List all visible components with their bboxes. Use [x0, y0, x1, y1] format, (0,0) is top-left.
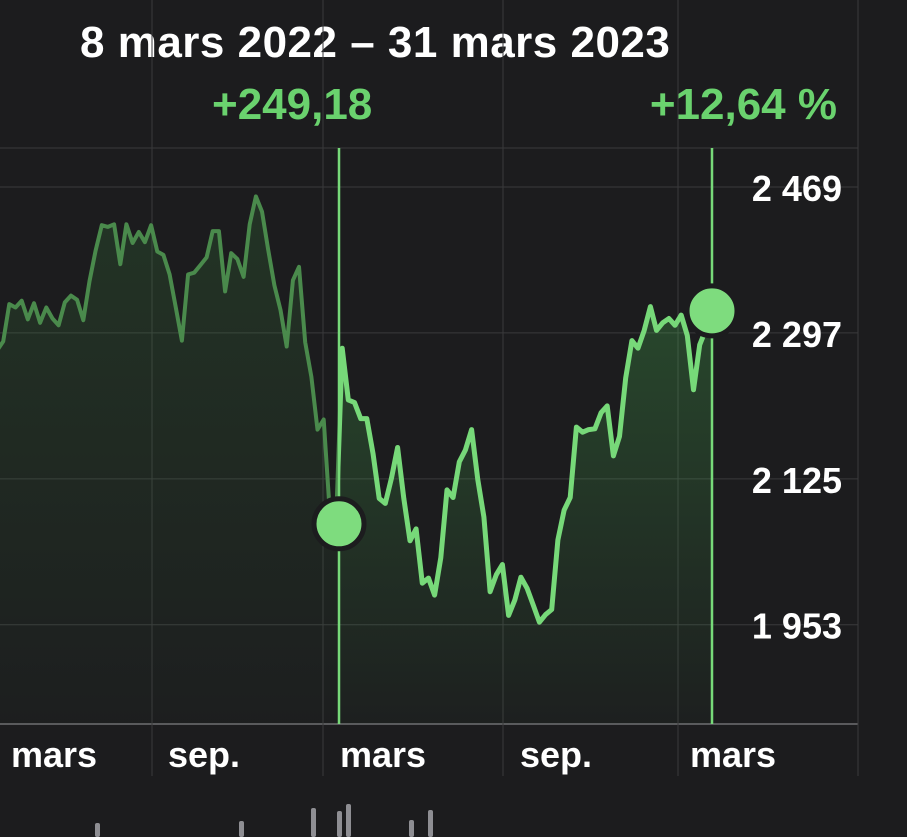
y-tick-label: 2 125	[752, 460, 842, 501]
series-line-before	[0, 194, 339, 526]
x-tick-label: sep.	[520, 734, 592, 775]
volume-bar	[346, 804, 351, 837]
percent-change: +12,64 %	[649, 80, 837, 129]
date-range-title: 8 mars 2022 – 31 mars 2023	[80, 18, 671, 67]
absolute-change: +249,18	[212, 80, 373, 129]
x-tick-label: mars	[690, 734, 776, 775]
y-tick-label: 2 297	[752, 314, 842, 355]
volume-bar	[409, 820, 414, 837]
volume-bar	[311, 808, 316, 837]
x-tick-label: mars	[11, 734, 97, 775]
volume-bar	[337, 811, 342, 837]
volume-bar	[95, 823, 100, 837]
series-line-selected	[339, 304, 713, 625]
x-tick-label: mars	[340, 734, 426, 775]
selection-end-handle[interactable]	[684, 283, 740, 339]
volume-bar	[239, 821, 244, 837]
volume-bar	[428, 810, 433, 837]
x-tick-label: sep.	[168, 734, 240, 775]
area-fill-selected	[339, 306, 712, 724]
selection-start-handle[interactable]	[311, 496, 367, 552]
y-tick-label: 2 469	[752, 168, 842, 209]
y-tick-label: 1 953	[752, 606, 842, 647]
area-fill-before	[0, 196, 339, 724]
